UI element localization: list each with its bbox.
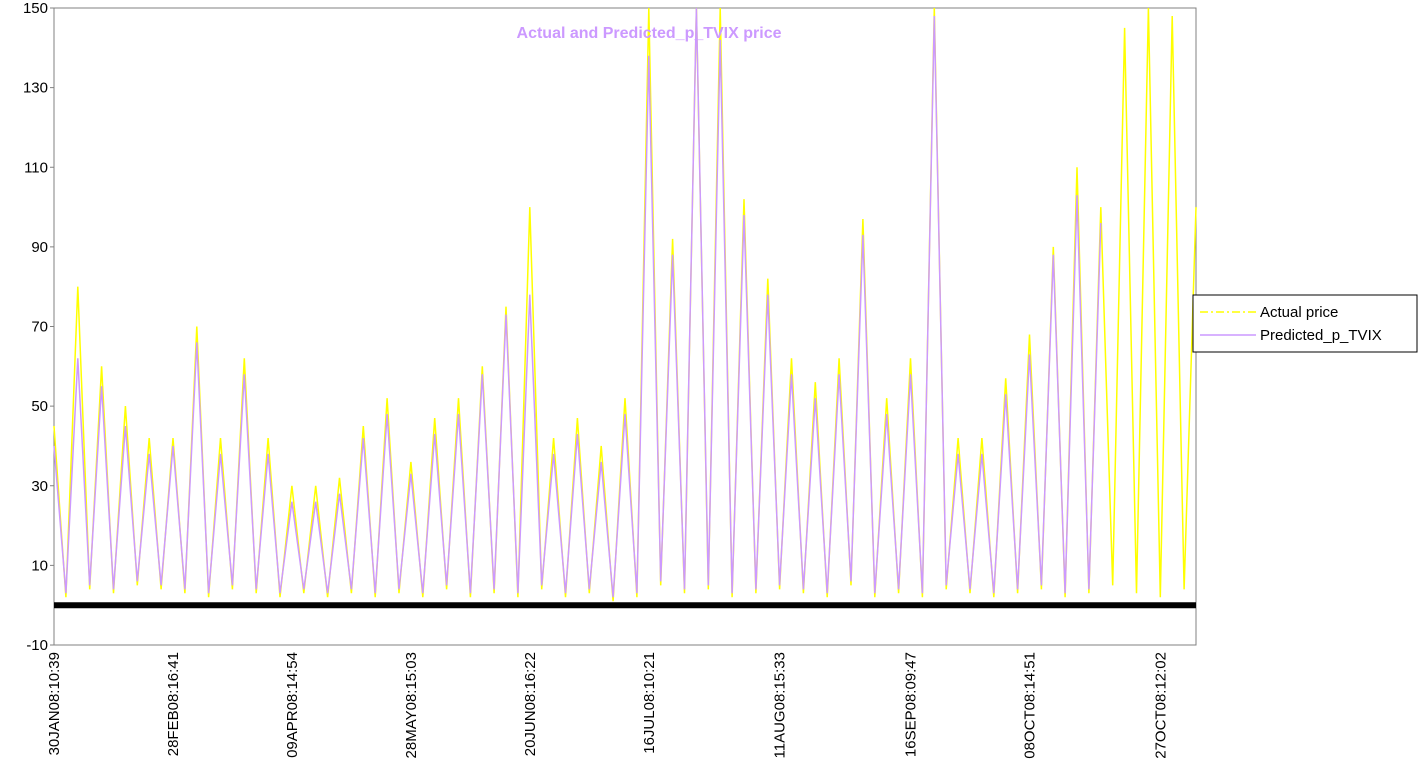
series-line <box>53 7 1197 602</box>
y-tick-label: 150 <box>23 0 48 17</box>
y-tick-label: 130 <box>23 80 48 97</box>
plot-area <box>53 7 1197 646</box>
plot <box>53 7 1197 609</box>
x-tick-label: 27OCT08:12:02 <box>1152 652 1169 759</box>
x-tick-label: 16JUL08:10:21 <box>641 652 658 754</box>
legend-label: Actual price <box>1260 304 1338 321</box>
x-tick-label: 09APR08:14:54 <box>284 652 301 758</box>
legend <box>1192 294 1418 353</box>
y-tick-label: -10 <box>26 637 48 654</box>
y-tick-label: 30 <box>31 478 48 495</box>
y-tick-label: 110 <box>24 159 48 176</box>
x-tick-label: 11AUG08:15:33 <box>772 652 789 758</box>
y-tick-label: 70 <box>31 319 48 336</box>
x-tick-label: 16SEP08:09:47 <box>903 652 920 757</box>
legend-label: Predicted_p_TVIX <box>1260 327 1382 344</box>
series-line <box>53 7 1102 598</box>
x-tick-label: 28FEB08:16:41 <box>165 652 182 756</box>
y-tick-label: 90 <box>31 239 48 256</box>
x-tick-label: 30JAN08:10:39 <box>46 652 63 755</box>
chart-title: Actual and Predicted_p_TVIX price <box>517 25 782 42</box>
x-tick-label: 28MAY08:15:03 <box>403 652 420 758</box>
x-tick-label: 08OCT08:14:51 <box>1021 652 1038 759</box>
y-tick-label: 50 <box>31 398 48 415</box>
x-tick-label: 20JUN08:16:22 <box>522 652 539 756</box>
y-tick-label: 10 <box>31 557 48 574</box>
